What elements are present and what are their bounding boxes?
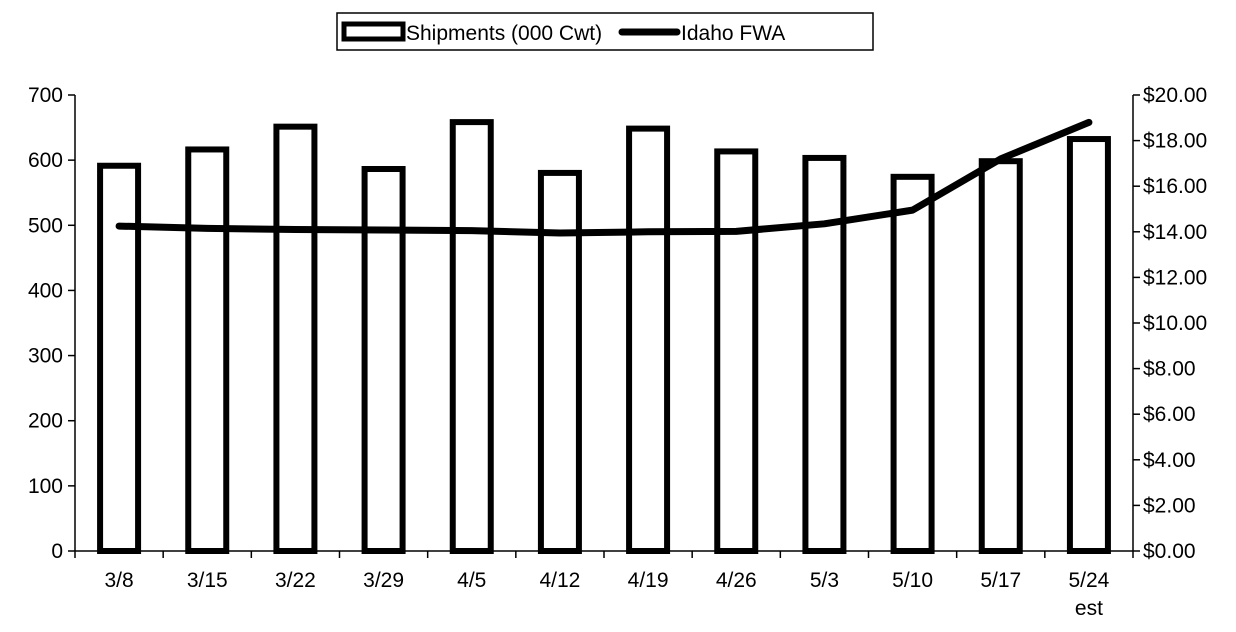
- left-tick-label: 500: [28, 214, 63, 237]
- left-tick-label: 300: [28, 345, 63, 368]
- bar-shipments: [273, 123, 318, 554]
- x-tick-label: 5/17: [980, 569, 1021, 592]
- bar-shipments: [978, 158, 1023, 554]
- bar-shipments: [185, 146, 230, 554]
- bar-shipments: [449, 119, 494, 555]
- bars-shipments: [97, 119, 1111, 555]
- left-tick-label: 200: [28, 410, 63, 433]
- x-tick-sublabel: est: [1075, 597, 1103, 620]
- right-tick-label: $8.00: [1143, 358, 1196, 381]
- bar-shipments: [361, 166, 406, 554]
- legend-box: [336, 12, 874, 51]
- left-tick-label: 700: [28, 84, 63, 107]
- x-tick-label: 3/22: [275, 569, 316, 592]
- x-tick-label: 3/8: [104, 569, 133, 592]
- legend-label-idaho-fwa: Idaho FWA: [681, 22, 785, 45]
- bar-shipments: [890, 173, 935, 555]
- line-idaho-fwa-path: [115, 118, 1093, 237]
- right-axis: $0.00 $2.00 $4.00 $6.00 $8.00 $10.00 $12.00 $14…: [1132, 84, 1207, 563]
- x-tick-label: 3/15: [187, 569, 228, 592]
- x-tick-label: 4/12: [539, 569, 580, 592]
- x-tick-label: 4/5: [457, 569, 486, 592]
- legend: Shipments (000 Cwt) Idaho FWA: [336, 12, 874, 51]
- left-tick-label: 0: [51, 540, 63, 563]
- left-tick-label: 400: [28, 279, 63, 302]
- left-axis: 0 100 200 300 400 500 600 700: [28, 84, 76, 563]
- x-tick-label: 5/24: [1068, 569, 1109, 592]
- bar-shipments: [714, 148, 759, 554]
- right-tick-label: $16.00: [1143, 175, 1207, 198]
- right-tick-label: $18.00: [1143, 130, 1207, 153]
- line-idaho-fwa: [115, 118, 1093, 237]
- right-tick-label: $0.00: [1143, 540, 1196, 563]
- left-tick-label: 600: [28, 149, 63, 172]
- bar-shipments: [1066, 136, 1111, 554]
- legend-swatch-shipments: [341, 21, 406, 42]
- x-tick-label: 4/19: [628, 569, 669, 592]
- right-tick-label: $4.00: [1143, 449, 1196, 472]
- right-tick-label: $20.00: [1143, 84, 1207, 107]
- left-tick-label: 100: [28, 475, 63, 498]
- x-axis: 3/8 3/15 3/22 3/29 4/5 4/12 4/19 4/26 5/3 5/10 5/1…: [74, 550, 1134, 620]
- bar-shipments: [802, 154, 847, 554]
- right-tick-label: $2.00: [1143, 494, 1196, 517]
- legend-label-shipments: Shipments (000 Cwt): [406, 22, 602, 45]
- bar-shipments: [626, 125, 671, 554]
- x-tick-label: 5/10: [892, 569, 933, 592]
- right-tick-label: $6.00: [1143, 403, 1196, 426]
- x-tick-label: 3/29: [363, 569, 404, 592]
- x-tick-label: 5/3: [810, 569, 839, 592]
- right-tick-label: $12.00: [1143, 266, 1207, 289]
- x-tick-label: 4/26: [716, 569, 757, 592]
- right-tick-label: $14.00: [1143, 221, 1207, 244]
- right-tick-label: $10.00: [1143, 312, 1207, 335]
- bar-shipments: [97, 162, 142, 554]
